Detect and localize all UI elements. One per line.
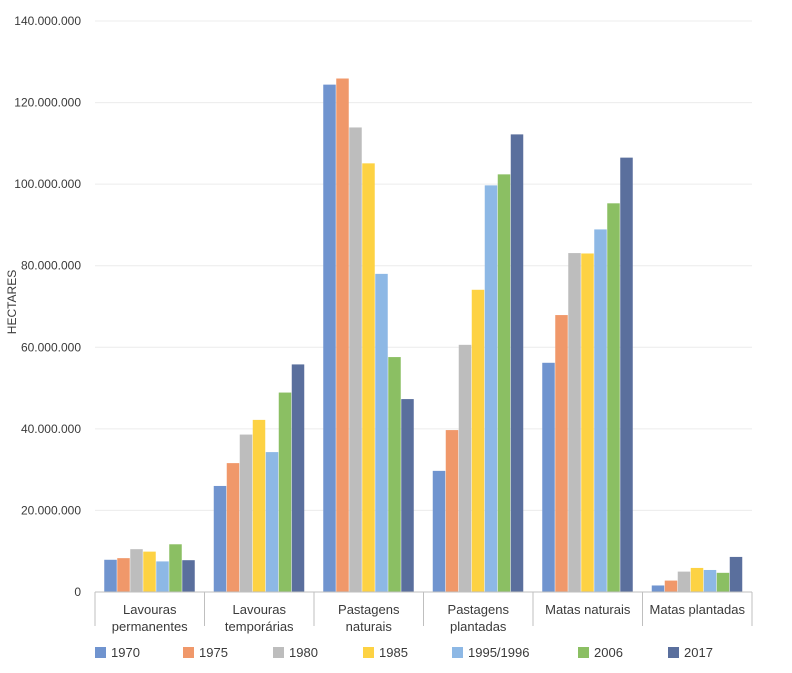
legend-swatch xyxy=(452,647,463,658)
x-category-labels: Lavouras permanentes Lavouras temporárias Pa… xyxy=(112,602,746,634)
bars xyxy=(104,78,743,593)
x-category-line: plantadas xyxy=(450,619,507,634)
legend-label: 1970 xyxy=(111,645,140,660)
y-tick-label: 40.000.000 xyxy=(21,422,81,436)
bar-1970-0 xyxy=(104,559,117,592)
bar-1995-1996-3 xyxy=(484,185,498,592)
bar-1975-5 xyxy=(664,580,678,592)
bar-2006-4 xyxy=(607,203,620,593)
x-category-line: permanentes xyxy=(112,619,188,634)
bar-2017-3 xyxy=(510,134,524,593)
y-tick-label: 100.000.000 xyxy=(14,177,81,191)
y-axis-label: HECTARES xyxy=(5,270,19,334)
x-category-line: naturais xyxy=(346,619,393,634)
legend-swatch xyxy=(578,647,589,658)
legend-label: 2006 xyxy=(594,645,623,660)
bar-1970-2 xyxy=(323,84,336,592)
bar-1975-1 xyxy=(226,463,240,592)
bar-1980-4 xyxy=(568,253,581,592)
x-category-label: Pastagens plantadas xyxy=(448,602,510,634)
bar-2017-5 xyxy=(729,556,743,592)
bar-2006-5 xyxy=(716,572,730,592)
legend-swatch xyxy=(273,647,284,658)
bar-2006-3 xyxy=(497,174,511,592)
gridlines xyxy=(95,20,752,511)
bar-1970-5 xyxy=(651,585,665,592)
legend-swatch xyxy=(95,647,106,658)
x-category-label: Matas plantadas xyxy=(650,602,746,617)
bar-2006-0 xyxy=(169,544,182,592)
x-category-line: temporárias xyxy=(225,619,294,634)
bar-1980-1 xyxy=(239,434,253,592)
bar-2017-2 xyxy=(401,399,414,592)
bar-1975-0 xyxy=(117,558,130,592)
legend-swatch xyxy=(363,647,374,658)
bar-2017-1 xyxy=(291,364,305,592)
legend-label: 1980 xyxy=(289,645,318,660)
x-category-line: Matas plantadas xyxy=(650,602,746,617)
bar-1975-2 xyxy=(336,78,349,592)
bar-1970-4 xyxy=(542,362,555,592)
bar-1985-5 xyxy=(690,567,704,592)
y-tick-label: 60.000.000 xyxy=(21,340,81,354)
bar-1975-4 xyxy=(555,315,568,592)
y-tick-label: 0 xyxy=(74,585,81,599)
y-tick-label: 120.000.000 xyxy=(14,96,81,110)
bar-2017-4 xyxy=(620,157,633,592)
y-tick-label: 20.000.000 xyxy=(21,503,81,517)
legend-swatch xyxy=(183,647,194,658)
bar-1985-0 xyxy=(143,551,156,592)
bar-2017-0 xyxy=(182,560,195,592)
x-category-label: Matas naturais xyxy=(545,602,631,617)
x-category-line: Pastagens xyxy=(338,602,400,617)
bar-1970-1 xyxy=(213,485,227,592)
legend: 1970 1975 1980 1985 1995/1996 2006 2017 xyxy=(95,645,713,660)
bar-1980-0 xyxy=(130,549,143,592)
axes xyxy=(94,591,753,626)
bar-2006-2 xyxy=(388,357,401,592)
legend-label: 2017 xyxy=(684,645,713,660)
bar-1975-3 xyxy=(445,430,459,592)
x-category-label: Lavouras permanentes xyxy=(112,602,188,634)
x-category-line: Lavouras xyxy=(233,602,287,617)
x-category-line: Matas naturais xyxy=(545,602,631,617)
bar-1985-3 xyxy=(471,289,485,592)
y-tick-labels: 0 20.000.000 40.000.000 60.000.000 80.000.00… xyxy=(14,14,81,599)
bar-1980-3 xyxy=(458,344,472,592)
bar-1980-2 xyxy=(349,127,362,592)
bar-1970-3 xyxy=(432,470,446,592)
bar-1980-5 xyxy=(677,571,691,592)
x-category-label: Lavouras temporárias xyxy=(225,602,294,634)
legend-label: 1985 xyxy=(379,645,408,660)
legend-label: 1995/1996 xyxy=(468,645,529,660)
x-category-line: Pastagens xyxy=(448,602,510,617)
bar-1985-4 xyxy=(581,253,594,592)
bar-1985-2 xyxy=(362,163,375,592)
legend-label: 1975 xyxy=(199,645,228,660)
bar-1995-1996-0 xyxy=(156,561,169,592)
bar-1995-1996-2 xyxy=(375,273,388,592)
bar-1995-1996-5 xyxy=(703,569,717,592)
legend-swatch xyxy=(668,647,679,658)
bar-2006-1 xyxy=(278,392,292,592)
bar-1995-1996-4 xyxy=(594,229,607,593)
x-category-label: Pastagens naturais xyxy=(338,602,400,634)
bar-1995-1996-1 xyxy=(265,452,279,592)
y-tick-label: 140.000.000 xyxy=(14,14,81,28)
y-tick-label: 80.000.000 xyxy=(21,259,81,273)
x-category-line: Lavouras xyxy=(123,602,177,617)
bar-1985-1 xyxy=(252,419,266,592)
